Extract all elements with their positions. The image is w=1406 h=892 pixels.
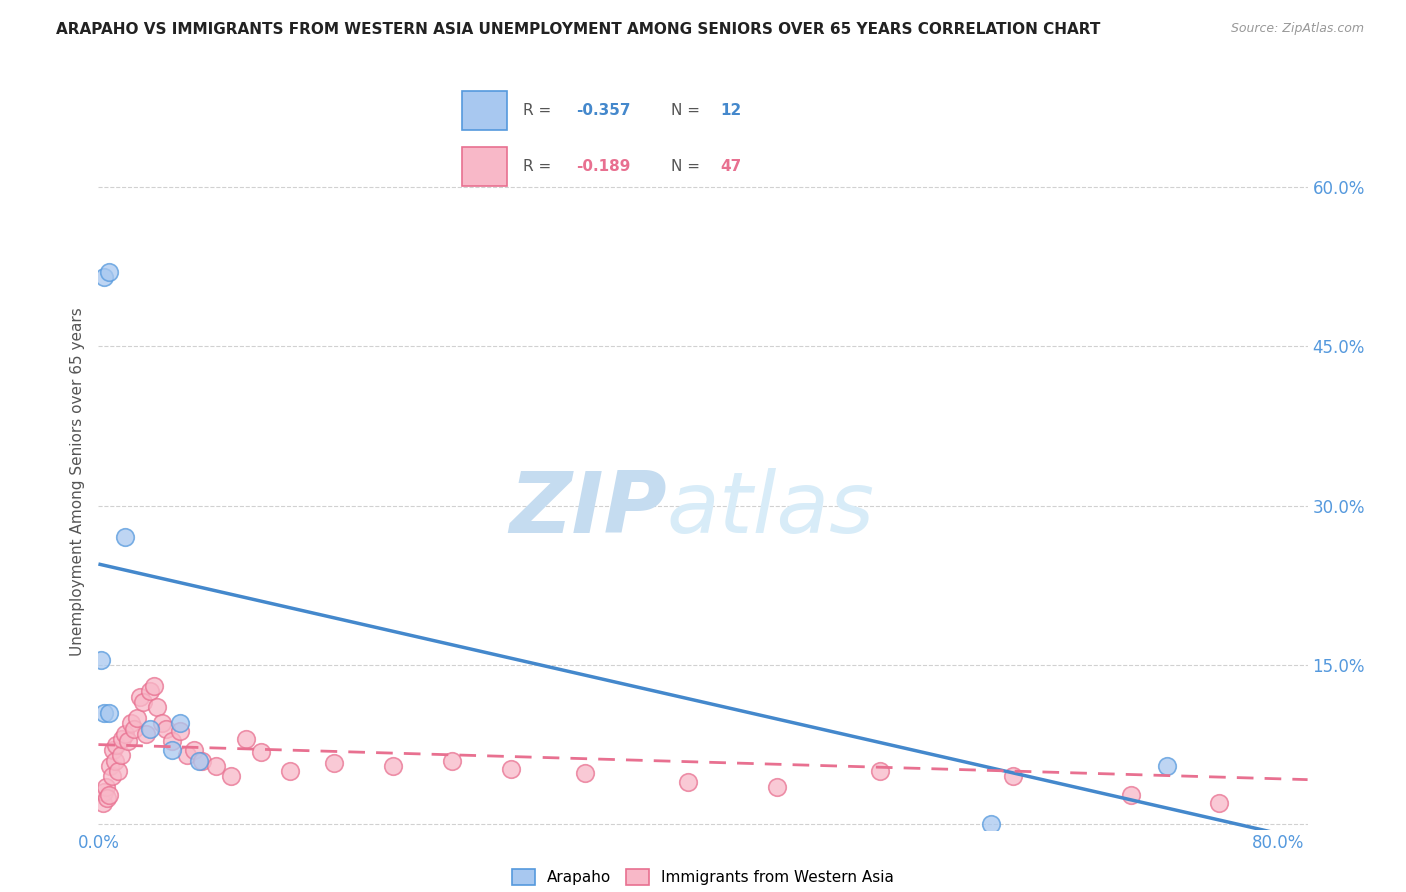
Point [146,700,169,714]
Point [104,754,127,768]
Text: N =: N = [671,103,704,119]
Point [678,774,700,789]
Point [128,690,150,704]
Point [150,716,173,731]
Point [117,734,139,748]
Point [110,748,132,763]
Point [143,679,166,693]
Point [96,790,118,805]
Text: 12: 12 [720,103,741,119]
Text: atlas: atlas [666,468,875,551]
Point [980,817,1002,831]
Point [139,684,162,698]
Point [93,785,115,799]
Point [101,743,124,757]
Legend: Arapaho, Immigrants from Western Asia: Arapaho, Immigrants from Western Asia [506,863,900,891]
Point [97,788,120,802]
Point [122,722,145,736]
Text: R =: R = [523,103,555,119]
Point [382,759,405,773]
Point [574,766,596,780]
Text: R =: R = [523,159,555,174]
FancyBboxPatch shape [461,147,508,186]
Point [1156,759,1178,773]
Point [107,764,129,779]
Point [441,754,464,768]
Point [1001,769,1024,783]
Point [100,769,122,783]
Text: Source: ZipAtlas.com: Source: ZipAtlas.com [1230,22,1364,36]
Point [160,734,183,748]
Point [1208,796,1230,810]
Point [125,711,148,725]
Point [155,722,177,736]
Text: -0.189: -0.189 [576,159,630,174]
Text: ZIP: ZIP [509,468,666,551]
Point [114,531,136,545]
Point [135,727,157,741]
Point [114,727,136,741]
Point [183,743,205,757]
Point [278,764,301,779]
Point [97,706,120,720]
Point [169,723,191,738]
Point [869,764,891,779]
Text: 47: 47 [720,159,741,174]
Text: N =: N = [671,159,704,174]
Text: ARAPAHO VS IMMIGRANTS FROM WESTERN ASIA UNEMPLOYMENT AMONG SENIORS OVER 65 YEARS: ARAPAHO VS IMMIGRANTS FROM WESTERN ASIA … [56,22,1101,37]
Point [176,748,198,763]
Point [249,745,271,759]
Text: -0.357: -0.357 [576,103,630,119]
Point [187,754,209,768]
Point [501,762,523,776]
Point [97,265,120,279]
Point [111,732,134,747]
Point [1119,788,1142,802]
Point [94,780,117,794]
Point [160,743,183,757]
Point [120,716,142,731]
Point [323,756,346,770]
Point [169,716,191,731]
Point [235,732,257,747]
Point [205,759,228,773]
Point [93,270,115,285]
Point [98,759,121,773]
Point [219,769,242,783]
Point [765,780,787,794]
Point [105,738,128,752]
Point [90,652,112,666]
Point [190,754,212,768]
FancyBboxPatch shape [461,91,508,130]
Y-axis label: Unemployment Among Seniors over 65 years: Unemployment Among Seniors over 65 years [70,308,86,656]
Point [93,706,115,720]
Point [91,796,114,810]
Point [131,695,153,709]
Point [139,722,162,736]
